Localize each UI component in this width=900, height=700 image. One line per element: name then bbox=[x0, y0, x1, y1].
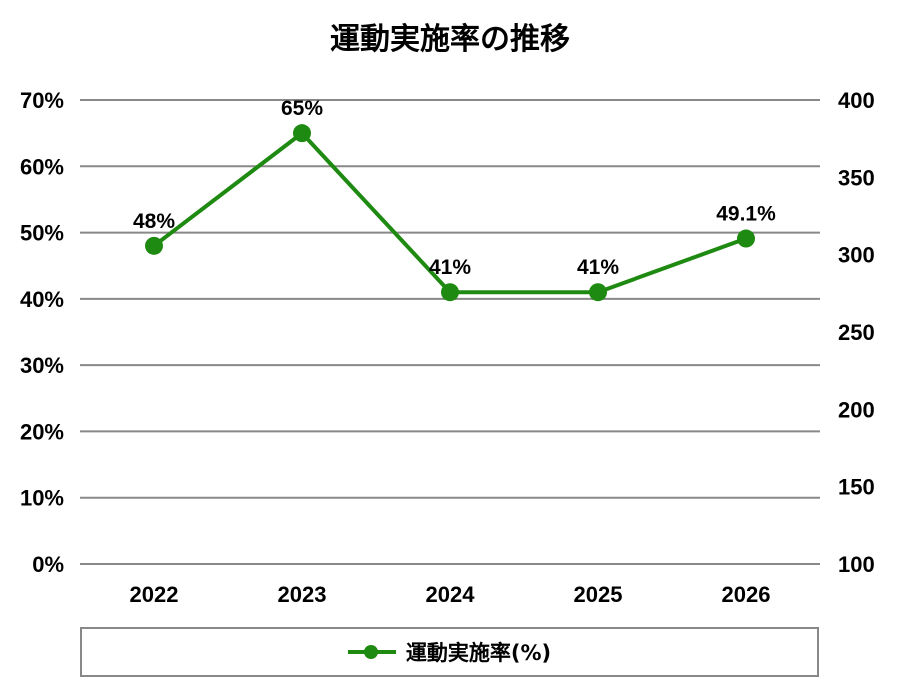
y-left-tick-label: 70% bbox=[20, 88, 64, 113]
y-right-tick-label: 250 bbox=[838, 320, 875, 345]
data-point bbox=[293, 124, 311, 143]
y-left-tick-label: 0% bbox=[32, 552, 64, 577]
y-left-tick-label: 10% bbox=[20, 486, 64, 511]
data-point bbox=[145, 236, 163, 255]
data-label: 41% bbox=[577, 256, 619, 279]
data-point bbox=[441, 283, 459, 302]
y-right-tick-label: 100 bbox=[838, 552, 875, 577]
x-tick-label: 2023 bbox=[278, 582, 327, 607]
data-label: 48% bbox=[133, 210, 175, 233]
y-left-tick-label: 50% bbox=[20, 221, 64, 246]
y-left-tick-label: 30% bbox=[20, 353, 64, 378]
y-right-tick-label: 400 bbox=[838, 88, 875, 113]
data-point bbox=[737, 229, 755, 248]
y-right-tick-label: 200 bbox=[838, 397, 875, 422]
legend-marker-icon bbox=[347, 645, 396, 659]
chart-title: 運動実施率の推移 bbox=[330, 22, 570, 57]
x-tick-label: 2025 bbox=[574, 582, 623, 607]
x-tick-label: 2024 bbox=[426, 582, 476, 607]
y-left-tick-label: 20% bbox=[20, 419, 64, 444]
x-tick-label: 2026 bbox=[722, 582, 771, 607]
x-tick-label: 2022 bbox=[130, 582, 179, 607]
y-left-tick-label: 60% bbox=[20, 154, 64, 179]
data-label: 49.1% bbox=[716, 203, 776, 226]
data-point bbox=[589, 283, 607, 302]
data-label: 65% bbox=[281, 97, 323, 120]
y-right-tick-label: 300 bbox=[838, 243, 875, 268]
legend: 運動実施率(%) bbox=[80, 627, 819, 677]
legend-label: 運動実施率(%) bbox=[405, 641, 552, 665]
y-left-tick-label: 40% bbox=[20, 287, 64, 312]
y-right-tick-label: 150 bbox=[838, 475, 875, 500]
data-label: 41% bbox=[429, 256, 471, 279]
y-right-tick-label: 350 bbox=[838, 165, 875, 190]
